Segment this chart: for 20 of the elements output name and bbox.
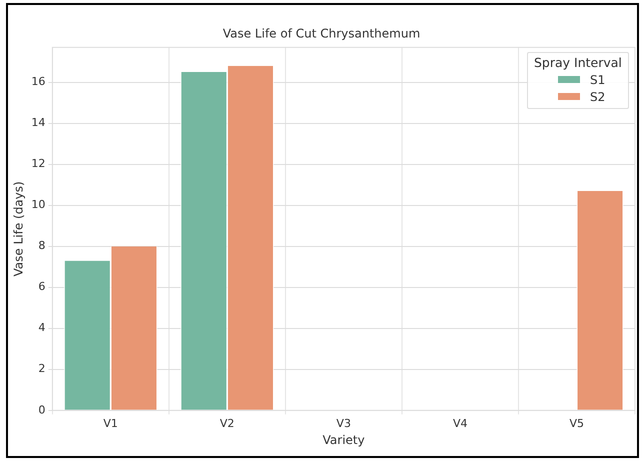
legend-title: Spray Interval [534, 55, 622, 70]
y-tick-label: 12 [31, 157, 46, 170]
y-tick-label: 14 [31, 116, 46, 130]
y-tick-label: 4 [38, 321, 46, 334]
x-tick-label: V2 [220, 416, 234, 430]
legend-label: S2 [590, 90, 606, 104]
x-tick-label: V1 [103, 416, 118, 430]
y-tick-label: 0 [38, 403, 46, 416]
x-tick-label: V4 [452, 416, 468, 430]
y-tick-label: 10 [31, 198, 46, 212]
x-tick-label: V5 [569, 416, 584, 430]
chart-title: Vase Life of Cut Chrysanthemum [222, 26, 420, 40]
y-tick-label: 2 [38, 362, 46, 376]
x-axis-title: Variety [322, 432, 365, 447]
legend-label: S1 [590, 72, 606, 87]
x-tick-label: V3 [336, 416, 351, 430]
y-tick-label: 6 [38, 280, 46, 294]
y-axis-title: Vase Life (days) [11, 181, 26, 277]
y-tick-label: 16 [31, 75, 46, 88]
y-tick-label: 8 [38, 239, 46, 252]
